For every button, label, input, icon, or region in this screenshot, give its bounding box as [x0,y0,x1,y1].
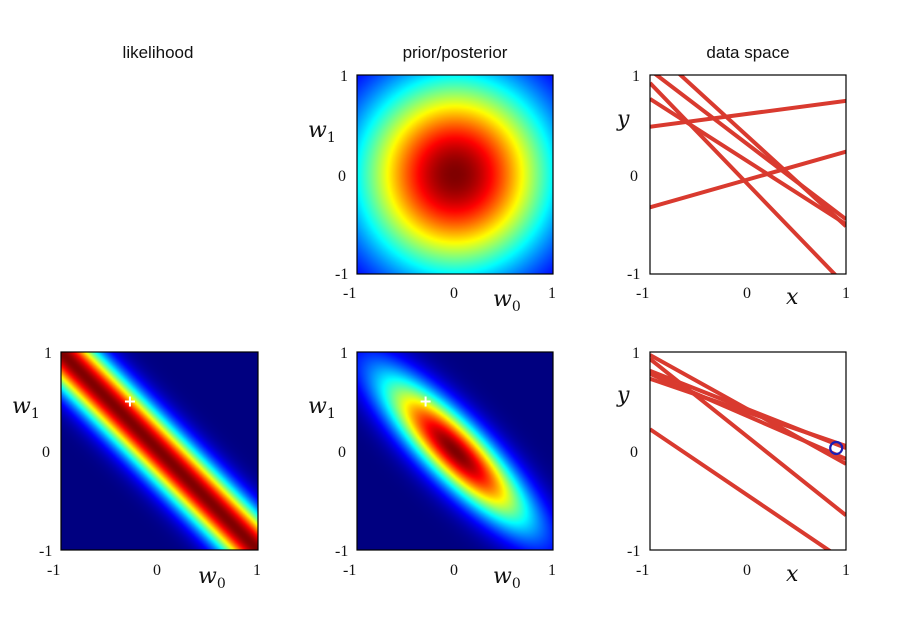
posterior-panel: 1 0 -1 -1 0 1 w1 w0 [308,345,556,592]
col-title-likelihood: likelihood [123,43,194,62]
prior-ytick-bottom: -1 [335,266,348,283]
posterior-ytick-bottom: -1 [335,543,348,560]
prior-panel: 1 0 -1 -1 0 1 w1 w0 [308,68,556,315]
observed-point-group [829,440,844,456]
data2-frame [649,351,847,551]
likelihood-true-w-marker [124,396,135,407]
prior-xtick-mid: 0 [450,285,458,302]
posterior-xtick-left: -1 [343,562,356,579]
data2-ytick-mid: 0 [630,444,638,461]
likelihood-xtick-left: -1 [47,562,60,579]
sample-line-6 [650,97,846,226]
posterior-heatmap [357,352,553,550]
posterior-ytick-mid: 0 [338,444,346,461]
data1-frame [649,74,847,275]
likelihood-panel: 1 0 -1 -1 0 1 w1 w0 [12,345,261,592]
data-space-panel-1: 1 0 -1 -1 0 1 y x [616,68,850,310]
posterior-xtick-mid: 0 [450,562,458,579]
likelihood-ylabel: w1 [12,394,40,422]
prior-frame [356,74,554,275]
sample-line-3 [650,81,838,274]
posterior-xtick-right: 1 [548,562,556,579]
data1-ytick-mid: 0 [630,168,638,185]
data2-xtick-left: -1 [636,562,649,579]
posterior-true-w-marker [420,396,431,407]
posterior-xlabel: w0 [493,564,521,592]
prior-ylabel: w1 [308,118,336,146]
posterior-frame [356,351,554,551]
data1-ylabel: y [616,107,630,132]
data2-xlabel: x [786,562,799,587]
col-title-data-space: data space [706,43,789,62]
data-space-panel-2: 1 0 -1 -1 0 1 y x [616,345,850,587]
data-lines-group-2 [650,353,846,550]
prior-xlabel: w0 [493,287,521,315]
posterior-ylabel: w1 [308,394,336,422]
sample-line-5 [650,357,846,517]
likelihood-frame [60,351,259,551]
sample-line-6 [650,427,833,550]
likelihood-heatmap [61,352,258,550]
data2-ytick-top: 1 [632,345,640,362]
likelihood-ytick-mid: 0 [42,444,50,461]
col-title-prior-posterior: prior/posterior [403,43,508,62]
likelihood-ytick-bottom: -1 [39,543,52,560]
likelihood-xtick-right: 1 [253,562,261,579]
sample-line-2 [650,98,846,129]
prior-ytick-mid: 0 [338,168,346,185]
data1-ytick-bottom: -1 [627,266,640,283]
data1-xtick-left: -1 [636,285,649,302]
sample-line-4 [650,376,846,448]
sample-line-4 [677,75,846,228]
prior-xtick-left: -1 [343,285,356,302]
observed-data-point [829,440,844,456]
data2-xtick-right: 1 [842,562,850,579]
likelihood-ytick-top: 1 [44,345,52,362]
posterior-ytick-top: 1 [340,345,348,362]
data1-xlabel: x [786,285,799,310]
sample-line-5 [650,149,846,210]
data2-ytick-bottom: -1 [627,543,640,560]
data1-xtick-mid: 0 [743,285,751,302]
prior-ytick-top: 1 [340,68,348,85]
likelihood-xtick-mid: 0 [153,562,161,579]
data1-xtick-right: 1 [842,285,850,302]
data2-ylabel: y [616,383,630,408]
likelihood-xlabel: w0 [198,564,226,592]
data1-ytick-top: 1 [632,68,640,85]
data2-xtick-mid: 0 [743,562,751,579]
prior-xtick-right: 1 [548,285,556,302]
data-lines-group-1 [650,75,846,274]
prior-heatmap [357,75,553,274]
